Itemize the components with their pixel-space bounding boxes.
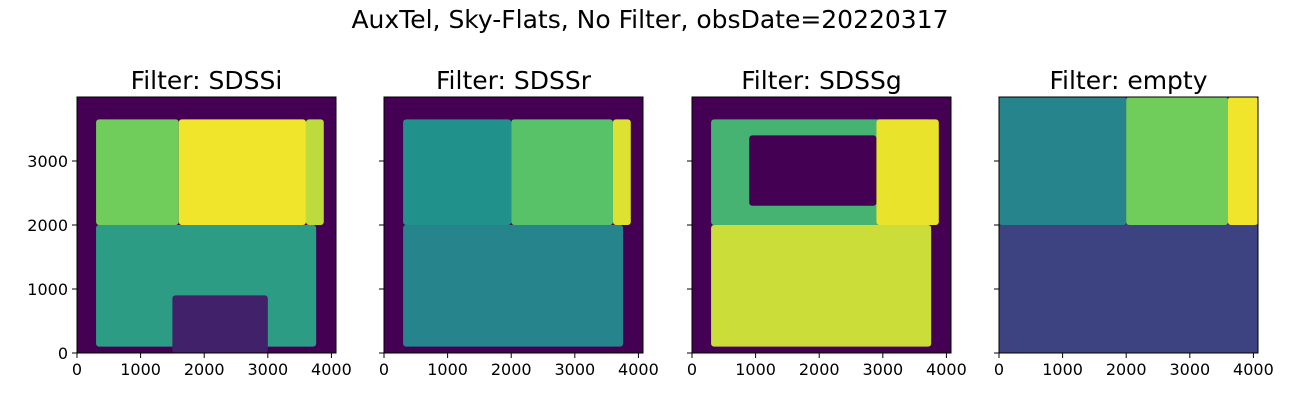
panel-title: Filter: empty bbox=[1049, 66, 1207, 95]
image-patch bbox=[172, 295, 268, 353]
x-tick-label: 3000 bbox=[247, 360, 288, 379]
panel-title: Filter: SDSSg bbox=[741, 66, 902, 95]
image-patch bbox=[305, 119, 324, 225]
panel: Filter: empty 0 1000 2000 3000 4000 bbox=[994, 66, 1274, 379]
panels: Filter: SDSSi 0 1000 2000 3000 4000 0 1000 2000 3… bbox=[27, 66, 1273, 379]
x-tick-label: 2000 bbox=[799, 360, 840, 379]
x-tick-label: 1000 bbox=[1042, 360, 1083, 379]
x-tick-label: 4000 bbox=[311, 360, 352, 379]
panel-title: Filter: SDSSr bbox=[436, 66, 592, 95]
image-patch bbox=[711, 225, 932, 347]
x-tick-label: 4000 bbox=[618, 360, 659, 379]
x-tick-label: 1000 bbox=[735, 360, 776, 379]
y-tick-label: 0 bbox=[58, 344, 68, 363]
image-patch bbox=[1126, 97, 1228, 225]
x-tick-label: 3000 bbox=[862, 360, 903, 379]
x-tick-label: 0 bbox=[994, 360, 1004, 379]
y-tick-label: 2000 bbox=[27, 216, 68, 235]
image-patch bbox=[876, 119, 939, 225]
image-patch bbox=[511, 119, 613, 225]
panel: Filter: SDSSr 0 1000 2000 3000 4000 bbox=[379, 66, 659, 379]
x-tick-label: 4000 bbox=[1233, 360, 1274, 379]
x-tick-label: 0 bbox=[379, 360, 389, 379]
image-patch bbox=[178, 119, 306, 225]
panel: Filter: SDSSi 0 1000 2000 3000 4000 0 1000 2000 3… bbox=[27, 66, 351, 379]
image-patch bbox=[96, 119, 179, 225]
x-tick-label: 2000 bbox=[491, 360, 532, 379]
panel: Filter: SDSSg 0 1000 2000 3000 4000 bbox=[687, 66, 967, 379]
image-patch bbox=[999, 225, 1258, 353]
x-tick-label: 3000 bbox=[1169, 360, 1210, 379]
x-tick-label: 2000 bbox=[1106, 360, 1147, 379]
image-patch bbox=[612, 119, 631, 225]
x-tick-label: 3000 bbox=[554, 360, 595, 379]
x-tick-label: 4000 bbox=[926, 360, 967, 379]
image-area bbox=[692, 97, 951, 353]
x-tick-label: 1000 bbox=[120, 360, 161, 379]
panel-title: Filter: SDSSi bbox=[131, 66, 283, 95]
x-tick-label: 0 bbox=[72, 360, 82, 379]
image-area bbox=[999, 97, 1258, 353]
image-patch bbox=[1227, 97, 1258, 225]
image-area bbox=[384, 97, 643, 353]
image-patch bbox=[999, 97, 1127, 225]
x-tick-label: 1000 bbox=[427, 360, 468, 379]
image-patch bbox=[403, 225, 624, 347]
image-patch bbox=[749, 135, 877, 206]
y-tick-label: 3000 bbox=[27, 152, 68, 171]
image-patch bbox=[403, 119, 512, 225]
image-area bbox=[77, 97, 336, 353]
y-tick-label: 1000 bbox=[27, 280, 68, 299]
x-tick-label: 2000 bbox=[184, 360, 225, 379]
figure-title: AuxTel, Sky-Flats, No Filter, obsDate=20… bbox=[351, 5, 948, 34]
x-tick-label: 0 bbox=[687, 360, 697, 379]
